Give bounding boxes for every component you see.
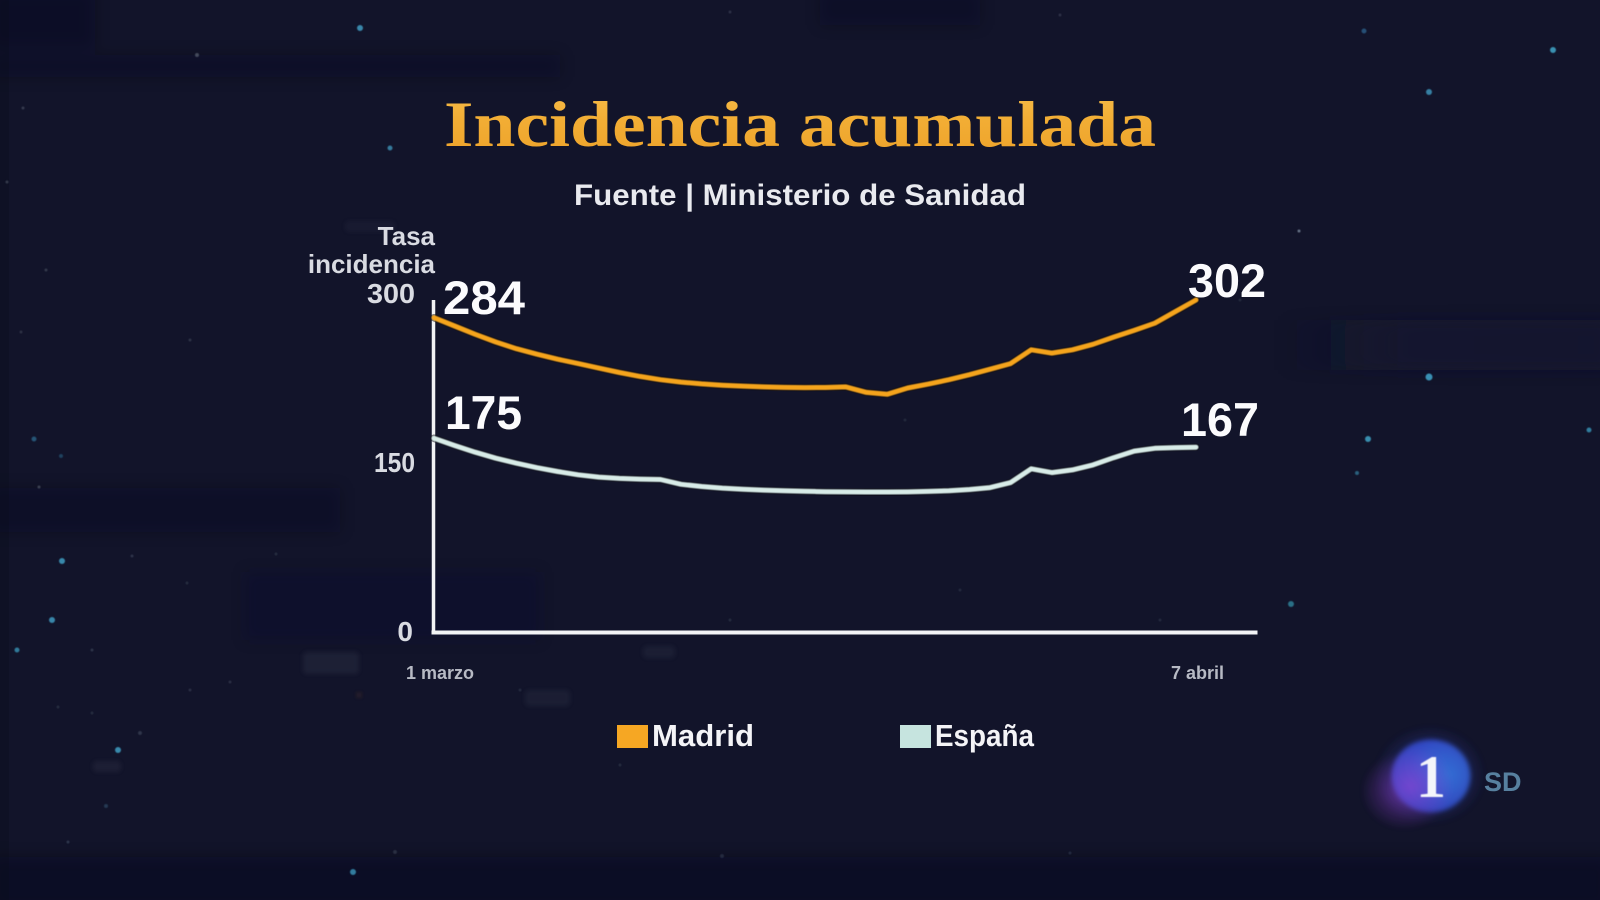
svg-text:España: España <box>935 718 1035 753</box>
svg-text:Madrid: Madrid <box>652 718 754 753</box>
svg-text:0: 0 <box>397 616 413 647</box>
svg-text:175: 175 <box>445 386 522 439</box>
svg-text:1 marzo: 1 marzo <box>406 663 474 683</box>
svg-text:SD: SD <box>1484 767 1522 797</box>
svg-text:Incidencia acumulada: Incidencia acumulada <box>444 89 1156 161</box>
svg-text:150: 150 <box>374 447 415 478</box>
svg-text:300: 300 <box>367 278 415 309</box>
svg-text:Tasa: Tasa <box>378 221 436 251</box>
svg-text:1: 1 <box>1416 744 1446 810</box>
svg-text:Fuente | Ministerio de Sanidad: Fuente | Ministerio de Sanidad <box>574 179 1026 212</box>
svg-text:284: 284 <box>443 271 525 324</box>
svg-text:incidencia: incidencia <box>308 249 436 279</box>
svg-text:302: 302 <box>1188 254 1266 307</box>
svg-text:167: 167 <box>1181 393 1259 446</box>
svg-text:7 abril: 7 abril <box>1171 663 1224 683</box>
